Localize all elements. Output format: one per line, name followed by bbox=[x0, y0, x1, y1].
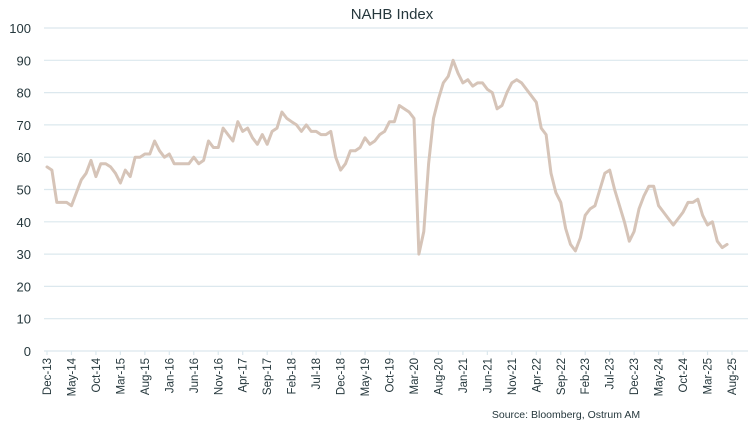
y-tick-label: 20 bbox=[17, 279, 31, 294]
x-tick-label: Jun-21 bbox=[482, 358, 494, 393]
x-tick-label: Apr-22 bbox=[531, 358, 543, 393]
y-tick-label: 70 bbox=[17, 118, 31, 133]
chart-title: NAHB Index bbox=[351, 6, 434, 23]
nahb-index-line bbox=[45, 58, 729, 256]
x-tick-label: Jul-23 bbox=[605, 358, 617, 389]
x-tick-label: May-14 bbox=[66, 357, 78, 396]
x-tick-label: Jul-18 bbox=[311, 358, 323, 389]
y-tick-label: 0 bbox=[24, 344, 31, 359]
y-tick-label: 50 bbox=[17, 183, 31, 198]
x-axis: Dec-13 May-14 Oct-14 Mar-15 Aug-15 Jan-16 Jun-… bbox=[42, 351, 739, 396]
y-tick-label: 90 bbox=[17, 53, 31, 68]
x-tick-label: Aug-20 bbox=[433, 358, 445, 395]
x-tick-label: Aug-25 bbox=[727, 358, 739, 395]
x-tick-label: Jan-16 bbox=[164, 358, 176, 393]
x-tick-label: Nov-21 bbox=[507, 358, 519, 395]
y-tick-label: 10 bbox=[17, 312, 31, 327]
gridlines bbox=[44, 27, 748, 352]
y-tick-label: 60 bbox=[17, 150, 31, 165]
x-tick-label: Mar-20 bbox=[409, 358, 421, 394]
y-axis: 0 10 20 30 40 50 60 70 80 90 100 bbox=[9, 21, 31, 359]
x-tick-label: Dec-18 bbox=[336, 358, 348, 395]
x-tick-label: Feb-23 bbox=[580, 358, 592, 394]
y-tick-label: 100 bbox=[9, 21, 31, 36]
x-tick-label: Feb-18 bbox=[287, 358, 299, 394]
x-tick-label: Dec-23 bbox=[629, 358, 641, 395]
y-tick-label: 40 bbox=[17, 215, 31, 230]
x-tick-label: Jun-16 bbox=[189, 358, 201, 393]
y-tick-label: 30 bbox=[17, 247, 31, 262]
x-tick-label: May-24 bbox=[654, 357, 666, 396]
x-tick-label: Oct-24 bbox=[678, 357, 690, 392]
x-tick-label: Sep-17 bbox=[262, 358, 274, 395]
x-tick-label: Apr-17 bbox=[238, 358, 250, 393]
x-tick-label: Oct-14 bbox=[91, 357, 103, 392]
x-tick-label: Jan-21 bbox=[458, 358, 470, 393]
source-note: Source: Bloomberg, Ostrum AM bbox=[492, 409, 640, 421]
x-tick-label: Mar-25 bbox=[703, 358, 715, 394]
y-tick-label: 80 bbox=[17, 86, 31, 101]
x-tick-label: May-19 bbox=[360, 358, 372, 396]
x-tick-label: Sep-22 bbox=[556, 358, 568, 395]
x-tick-label: Nov-16 bbox=[213, 358, 225, 395]
series-group bbox=[45, 58, 729, 256]
x-tick-label: Aug-15 bbox=[140, 358, 152, 395]
x-tick-label: Mar-15 bbox=[115, 358, 127, 394]
x-tick-label: Dec-13 bbox=[42, 358, 54, 395]
x-tick-label: Oct-19 bbox=[385, 358, 397, 393]
